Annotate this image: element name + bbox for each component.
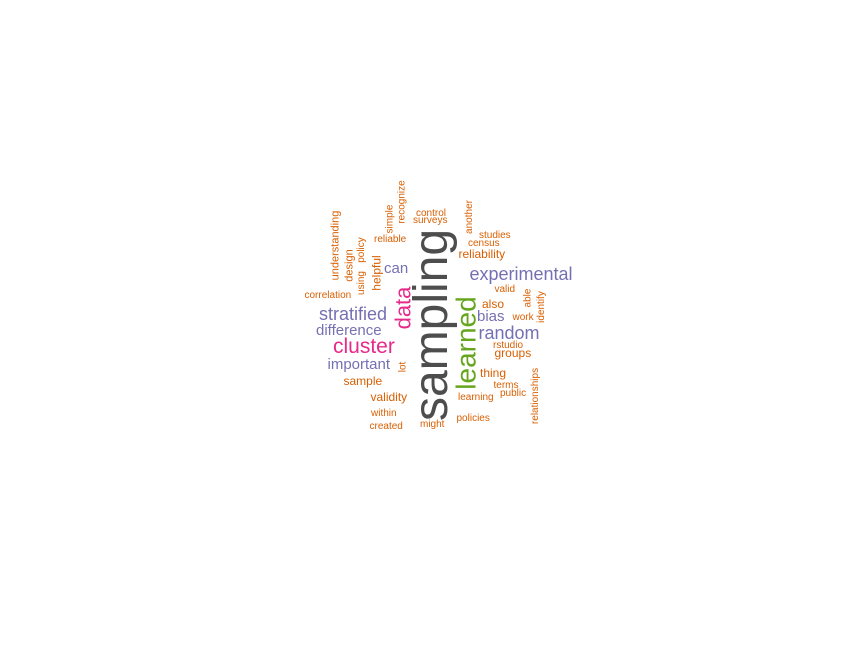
cloud-word: random — [478, 323, 540, 343]
cloud-word: work — [512, 312, 534, 323]
cloud-word: sample — [343, 374, 383, 388]
cloud-word: control — [416, 208, 447, 219]
cloud-word: groups — [494, 346, 532, 360]
cloud-word: helpful — [369, 255, 384, 291]
cloud-word: surveys — [413, 215, 448, 226]
cloud-word: correlation — [304, 290, 352, 301]
cloud-word: census — [468, 238, 500, 249]
cloud-word: cluster — [333, 334, 395, 358]
cloud-word: reliability — [458, 247, 506, 261]
cloud-word: might — [420, 419, 445, 430]
cloud-word: able — [521, 288, 533, 308]
cloud-word: policy — [355, 237, 367, 263]
cloud-word: experimental — [469, 264, 573, 284]
cloud-word: another — [463, 200, 475, 234]
cloud-word: stratified — [319, 304, 388, 324]
cloud-word: within — [371, 408, 397, 419]
cloud-word: data — [389, 286, 415, 330]
cloud-word: created — [369, 421, 403, 432]
cloud-word: important — [327, 355, 391, 373]
cloud-word: identify — [535, 291, 547, 323]
cloud-word: using — [355, 271, 367, 295]
cloud-word: relationships — [530, 367, 542, 425]
cloud-word: learned — [450, 296, 482, 390]
cloud-word: understanding — [329, 210, 342, 280]
cloud-word: recognize — [396, 180, 408, 224]
cloud-word: lot — [396, 361, 408, 373]
cloud-word: bias — [477, 307, 505, 325]
cloud-word: policies — [456, 413, 490, 424]
cloud-word: simple — [383, 204, 395, 234]
cloud-word: valid — [494, 284, 516, 295]
cloud-word: design — [343, 248, 356, 282]
cloud-word: reliable — [374, 234, 407, 245]
cloud-word: rstudio — [493, 340, 524, 351]
cloud-word: validity — [370, 390, 408, 404]
cloud-word: studies — [479, 230, 511, 241]
cloud-word: terms — [493, 380, 519, 391]
cloud-word: learning — [458, 392, 494, 403]
cloud-word: thing — [480, 366, 507, 380]
cloud-word: also — [482, 297, 505, 311]
cloud-word: can — [384, 259, 409, 277]
cloud-word: public — [500, 388, 527, 399]
cloud-word: difference — [316, 321, 382, 339]
